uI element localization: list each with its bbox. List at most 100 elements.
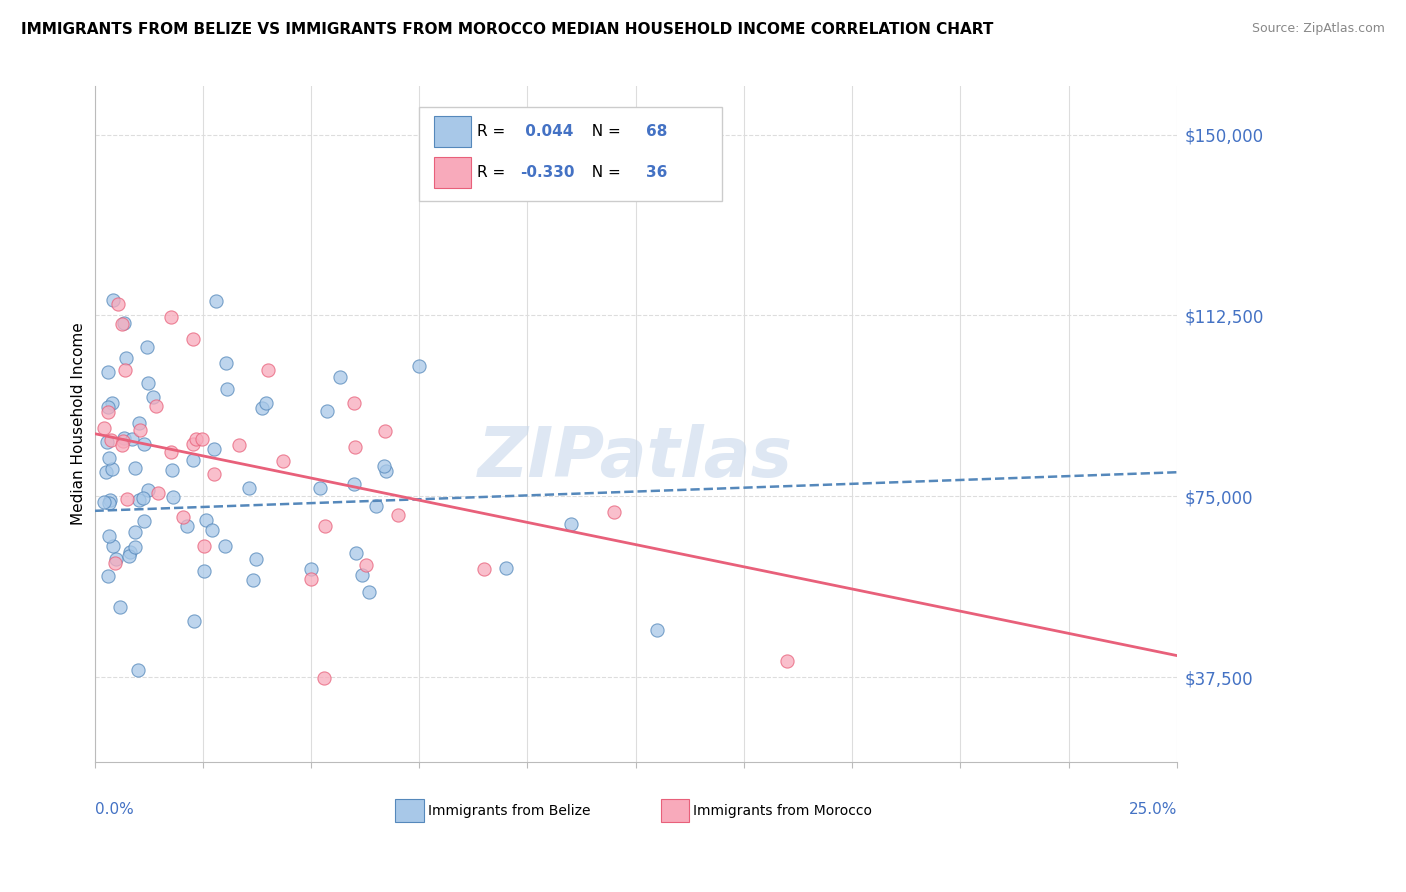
Point — [96, 434, 118, 449]
Text: R =: R = — [477, 165, 510, 179]
Point — [128, 424, 150, 438]
Point — [96, 405, 118, 419]
Point — [127, 663, 149, 677]
Point — [204, 293, 226, 308]
Point — [603, 505, 626, 519]
Text: N =: N = — [582, 165, 626, 179]
FancyBboxPatch shape — [419, 107, 723, 202]
Point — [316, 404, 339, 418]
FancyBboxPatch shape — [395, 799, 423, 822]
Point — [472, 562, 495, 576]
Point — [202, 467, 225, 481]
Point — [176, 519, 198, 533]
Point — [314, 519, 336, 533]
Point — [184, 433, 207, 447]
Point — [93, 495, 115, 509]
Point — [117, 492, 139, 507]
Point — [128, 492, 150, 507]
Text: 0.0%: 0.0% — [94, 802, 134, 817]
Point — [495, 561, 517, 575]
Point — [111, 434, 134, 448]
Point — [148, 486, 170, 500]
Text: 36: 36 — [647, 165, 668, 179]
Point — [194, 514, 217, 528]
Point — [131, 491, 153, 505]
Point — [97, 400, 120, 414]
Point — [118, 549, 141, 563]
Point — [374, 464, 396, 478]
Point — [299, 561, 322, 575]
Point — [299, 572, 322, 586]
Point — [181, 332, 204, 346]
Point — [181, 437, 204, 451]
Point — [215, 356, 238, 370]
Point — [647, 623, 669, 637]
Point — [160, 310, 183, 325]
Point — [112, 316, 135, 330]
Point — [101, 462, 124, 476]
Point — [214, 539, 236, 553]
FancyBboxPatch shape — [434, 157, 471, 187]
Point — [344, 546, 367, 560]
Y-axis label: Median Household Income: Median Household Income — [72, 323, 86, 525]
Point — [121, 432, 143, 446]
Point — [136, 340, 159, 354]
Text: -0.330: -0.330 — [520, 165, 575, 179]
Text: ZIPatlas: ZIPatlas — [478, 425, 793, 491]
Text: 0.044: 0.044 — [520, 124, 574, 139]
Point — [124, 524, 146, 539]
Point — [98, 450, 121, 465]
Point — [193, 565, 215, 579]
Point — [136, 483, 159, 497]
Point — [374, 424, 396, 438]
Point — [250, 401, 273, 415]
Point — [256, 363, 278, 377]
Point — [120, 545, 142, 559]
Point — [101, 539, 124, 553]
Point — [132, 514, 155, 528]
Point — [343, 396, 366, 410]
Point — [162, 490, 184, 504]
Point — [215, 382, 238, 396]
Point — [111, 438, 134, 452]
Point — [108, 599, 131, 614]
Point — [228, 438, 250, 452]
Point — [101, 396, 124, 410]
Point — [93, 420, 115, 434]
Point — [309, 481, 332, 495]
Point — [107, 297, 129, 311]
Point — [97, 496, 120, 510]
Point — [359, 585, 381, 599]
Point — [101, 293, 124, 307]
Point — [242, 573, 264, 587]
Text: 68: 68 — [647, 124, 668, 139]
Point — [254, 395, 277, 409]
Point — [142, 390, 165, 404]
Point — [97, 528, 120, 542]
FancyBboxPatch shape — [434, 116, 471, 147]
Point — [343, 440, 366, 454]
Point — [373, 458, 395, 473]
Point — [343, 477, 366, 491]
Point — [124, 540, 146, 554]
Point — [160, 463, 183, 477]
Point — [132, 437, 155, 451]
Point — [172, 510, 194, 524]
Point — [329, 369, 352, 384]
Text: N =: N = — [582, 124, 626, 139]
Point — [97, 366, 120, 380]
Point — [387, 508, 409, 522]
Point — [191, 433, 214, 447]
Point — [354, 558, 377, 572]
Point — [183, 614, 205, 628]
Point — [408, 359, 430, 374]
Point — [193, 539, 215, 553]
Point — [100, 434, 122, 448]
Point — [97, 569, 120, 583]
Point — [124, 461, 146, 475]
Point — [245, 552, 267, 566]
Text: Immigrants from Belize: Immigrants from Belize — [427, 804, 591, 818]
Text: Source: ZipAtlas.com: Source: ZipAtlas.com — [1251, 22, 1385, 36]
Point — [560, 516, 582, 531]
Point — [776, 654, 799, 668]
